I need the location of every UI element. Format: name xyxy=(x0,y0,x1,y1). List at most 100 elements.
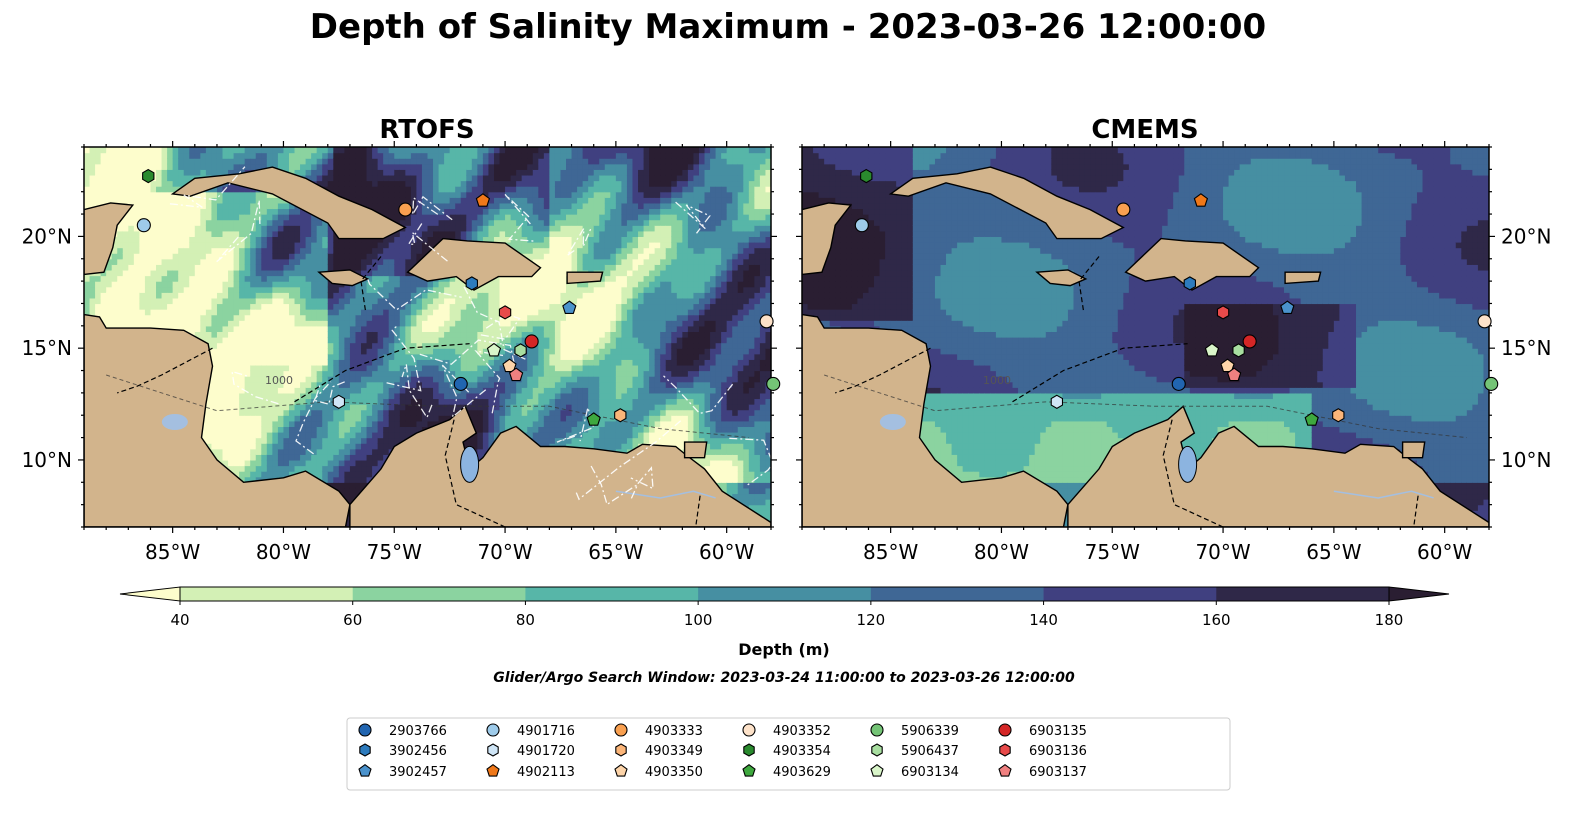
field-cell xyxy=(316,359,323,366)
field-cell xyxy=(405,186,412,193)
field-cell xyxy=(383,420,390,428)
field-cell xyxy=(482,219,490,226)
field-cell xyxy=(211,186,218,193)
field-cell xyxy=(327,432,334,439)
field-cell xyxy=(421,320,429,327)
field-cell xyxy=(388,426,395,433)
field-cell xyxy=(433,309,440,316)
field-cell xyxy=(410,420,418,428)
field-cell xyxy=(311,286,318,293)
field-cell xyxy=(421,219,429,226)
field-cell xyxy=(433,286,440,293)
field-cell xyxy=(361,459,368,467)
field-cell xyxy=(216,387,224,394)
field-cell xyxy=(394,275,401,282)
field-cell xyxy=(399,342,406,349)
field-cell xyxy=(183,225,190,232)
field-cell xyxy=(482,325,490,333)
field-cell xyxy=(178,325,185,333)
field-cell xyxy=(244,236,251,243)
field-cell xyxy=(316,163,323,170)
field-cell xyxy=(355,415,362,422)
field-cell xyxy=(477,309,484,316)
field-cell xyxy=(283,471,290,478)
field-cell xyxy=(438,180,445,187)
field-cell xyxy=(283,258,290,265)
field-cell xyxy=(228,264,235,271)
field-cell xyxy=(233,337,240,344)
field-cell xyxy=(228,448,235,455)
field-cell xyxy=(344,353,351,360)
field-cell xyxy=(482,331,490,338)
field-cell xyxy=(471,437,478,444)
field-cell xyxy=(200,432,207,439)
field-cell xyxy=(150,292,157,299)
field-cell xyxy=(444,381,451,388)
field-cell xyxy=(460,225,467,232)
field-cell xyxy=(433,174,440,182)
field-cell xyxy=(272,258,279,265)
field-cell xyxy=(261,426,268,433)
field-cell xyxy=(466,191,473,198)
field-cell xyxy=(244,404,251,411)
field-cell xyxy=(455,353,462,360)
field-cell xyxy=(84,197,91,204)
field-cell xyxy=(388,147,395,154)
field-cell xyxy=(372,376,379,383)
field-cell xyxy=(139,247,146,254)
field-cell xyxy=(305,465,312,472)
field-cell xyxy=(266,348,273,355)
field-cell xyxy=(427,320,434,327)
field-cell xyxy=(239,242,246,249)
field-cell xyxy=(244,454,251,461)
field-cell xyxy=(399,152,406,159)
field-cell xyxy=(272,370,279,377)
field-cell xyxy=(455,152,462,159)
field-cell xyxy=(466,348,473,355)
field-cell xyxy=(372,364,379,372)
field-cell xyxy=(216,320,224,327)
field-cell xyxy=(372,448,379,455)
field-cell xyxy=(322,320,329,327)
field-cell xyxy=(150,202,157,210)
field-cell xyxy=(344,331,351,338)
field-cell xyxy=(355,420,362,428)
field-cell xyxy=(294,286,301,293)
field-cell xyxy=(471,342,478,349)
field-cell xyxy=(266,370,273,377)
field-cell xyxy=(144,275,152,282)
field-cell xyxy=(122,303,129,310)
field-cell xyxy=(416,398,423,405)
field-cell xyxy=(250,454,257,461)
field-cell xyxy=(189,297,196,305)
field-cell xyxy=(427,202,434,210)
field-cell xyxy=(294,253,301,260)
field-cell xyxy=(288,152,296,159)
field-cell xyxy=(366,454,373,461)
field-cell xyxy=(316,236,323,243)
field-cell xyxy=(211,359,218,366)
field-cell xyxy=(172,264,179,271)
field-cell xyxy=(399,174,406,182)
field-cell xyxy=(372,258,379,265)
field-cell xyxy=(277,202,285,210)
field-cell xyxy=(194,320,201,327)
field-cell xyxy=(322,264,329,271)
field-cell xyxy=(405,392,412,400)
field-cell xyxy=(144,281,152,288)
field-cell xyxy=(460,286,467,293)
field-cell xyxy=(338,236,345,243)
field-cell xyxy=(438,404,445,411)
field-cell xyxy=(322,253,329,260)
field-cell xyxy=(394,303,401,310)
field-cell xyxy=(228,208,235,215)
field-cell xyxy=(156,258,163,265)
field-cell xyxy=(344,236,351,243)
field-cell xyxy=(466,314,473,321)
field-cell xyxy=(139,152,146,159)
field-cell xyxy=(460,297,467,305)
field-cell xyxy=(100,292,107,299)
field-cell xyxy=(394,169,401,176)
field-cell xyxy=(455,314,462,321)
field-cell xyxy=(477,454,484,461)
